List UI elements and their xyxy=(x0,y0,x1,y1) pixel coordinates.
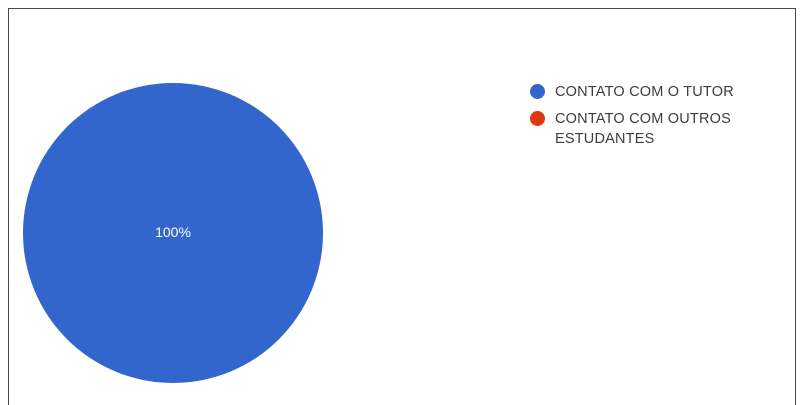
legend-item-tutor[interactable]: CONTATO COM O TUTOR xyxy=(530,82,800,102)
legend-item-outros-estudantes[interactable]: CONTATO COM OUTROS ESTUDANTES xyxy=(530,109,800,149)
pie-data-labels: 100% xyxy=(155,224,191,240)
pie-data-label-contato-com-o-tutor: 100% xyxy=(155,224,191,240)
legend-label-tutor: CONTATO COM O TUTOR xyxy=(555,84,734,100)
legend-label-outros-estudantes: CONTATO COM OUTROS ESTUDANTES xyxy=(555,111,731,147)
legend-swatch-outros-estudantes xyxy=(530,111,545,126)
chart-legend: CONTATO COM O TUTOR CONTATO COM OUTROS E… xyxy=(530,82,800,156)
pie-slices xyxy=(23,83,323,383)
legend-swatch-tutor xyxy=(530,84,545,99)
pie-slice-contato-com-o-tutor[interactable] xyxy=(23,83,323,383)
